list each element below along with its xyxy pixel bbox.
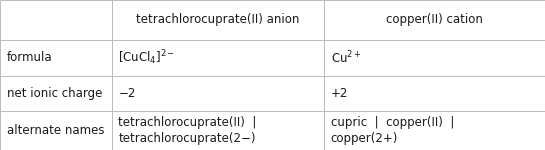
Text: cupric  |  copper(II)  |: cupric | copper(II) | (331, 116, 454, 129)
Text: [CuCl$_4$]$^{2-}$: [CuCl$_4$]$^{2-}$ (118, 48, 175, 67)
Text: tetrachlorocuprate(II)  |: tetrachlorocuprate(II) | (118, 116, 257, 129)
Text: tetrachlorocuprate(II) anion: tetrachlorocuprate(II) anion (136, 13, 300, 26)
Text: net ionic charge: net ionic charge (7, 87, 102, 100)
Text: −2: −2 (118, 87, 136, 100)
Text: +2: +2 (331, 87, 348, 100)
Text: copper(2+): copper(2+) (331, 132, 398, 145)
Text: Cu$^{2+}$: Cu$^{2+}$ (331, 50, 361, 66)
Text: alternate names: alternate names (7, 124, 104, 137)
Text: formula: formula (7, 51, 52, 64)
Text: tetrachlorocuprate(2−): tetrachlorocuprate(2−) (118, 132, 256, 145)
Text: copper(II) cation: copper(II) cation (386, 13, 483, 26)
